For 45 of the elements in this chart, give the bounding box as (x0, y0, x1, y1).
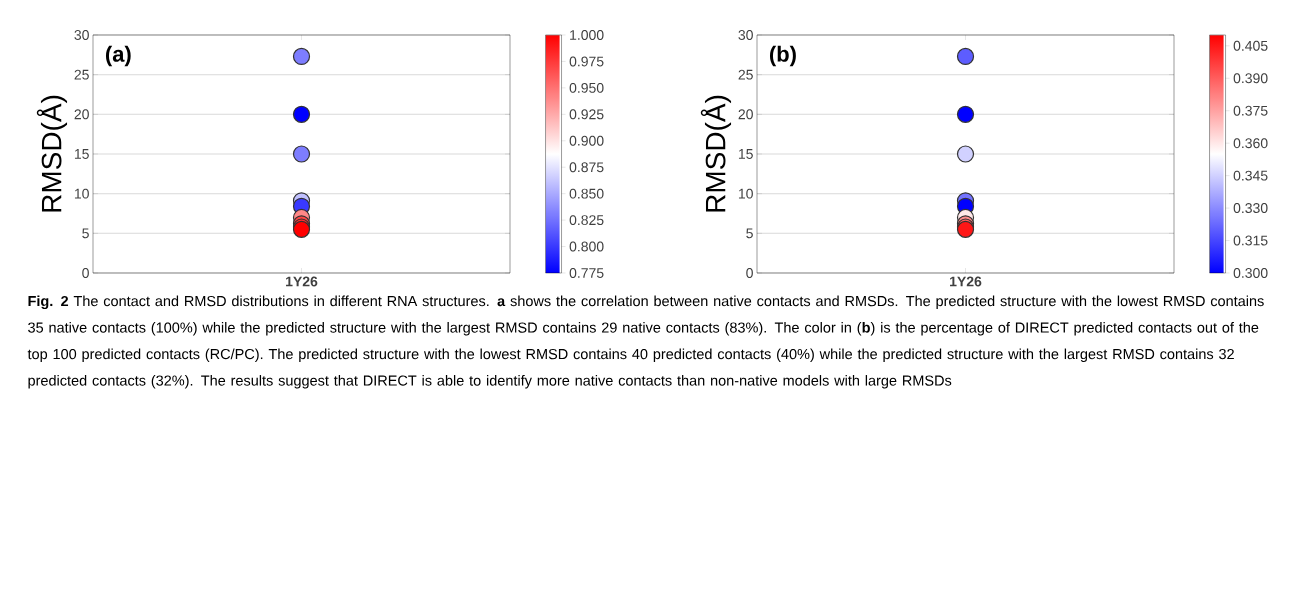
color-bar-label: 0.975 (569, 56, 604, 67)
y-axis-title: RMSD(Å) (36, 95, 68, 212)
annotation: (b) (769, 45, 796, 67)
color-bar-label: 0.875 (569, 162, 604, 173)
y-tick-label: 20 (738, 109, 753, 120)
color-bar-label: 1.000 (570, 30, 604, 40)
color-bar-label: 0.300 (1233, 268, 1268, 278)
text: Fig. 2 The contact and RMSD distributions in different RNA structures. a shows the correlation between native contacts and RMSDs. The predicted structure with the lowest RMSD contains 35 native contacts (100%) while the predicted structure with the largest RMSD contains 29 native contacts (83%). The color in (b) is the percentage of DIRECT predicted contacts out of the top 100 predicted contacts (RC/PC). The predicted structure with the lowest RMSD contains 40 predicted contacts (40%) while the predicted structure with the largest RMSD contains 32 predicted contacts (32%). The results suggest that DIRECT is able to identify more native contacts than non-native models with large RMSDs (27, 295, 1264, 389)
point (292, 47, 311, 66)
color-bar-label: 0.900 (569, 135, 604, 146)
y-tick-label: 15 (738, 149, 753, 159)
color-bar-label: 0.330 (1233, 203, 1268, 214)
annotation: (a) (105, 45, 131, 67)
point (956, 47, 975, 66)
y-axis-title: RMSD(Å) (700, 95, 732, 212)
y-tick-label: 30 (74, 30, 89, 40)
y-tick-label: 0 (746, 268, 753, 278)
color-bar-label: 0.345 (1233, 170, 1268, 181)
y-tick-label: 10 (738, 188, 753, 199)
color-bar-label: 0.775 (569, 268, 604, 278)
point (956, 145, 975, 163)
y-tick-label: 10 (74, 188, 89, 199)
color-bar-label: 0.925 (569, 109, 604, 120)
color-bar-label: 0.390 (1233, 73, 1268, 84)
color-bar-label: 0.405 (1233, 40, 1268, 51)
point (956, 105, 975, 123)
color-bar-label: 0.800 (569, 241, 604, 252)
x-tick-label: 1Y26 (286, 276, 318, 287)
y-tick-label: 0 (82, 268, 89, 278)
color-bar-label: 0.825 (569, 215, 604, 226)
point (292, 145, 311, 163)
y-tick-label: 25 (74, 69, 89, 80)
color-bar-label: 0.360 (1233, 138, 1268, 149)
y-tick-label: 25 (738, 69, 753, 80)
color-bar-label: 0.950 (569, 82, 604, 93)
y-tick-label: 5 (82, 228, 89, 239)
y-tick-label: 15 (74, 149, 89, 159)
y-tick-label: 30 (738, 30, 753, 40)
color-bar-label: 0.850 (569, 188, 604, 199)
y-tick-label: 5 (746, 228, 753, 239)
y-tick-label: 20 (74, 109, 89, 120)
point (292, 105, 311, 123)
x-tick-label: 1Y26 (950, 276, 982, 287)
color-bar-label: 0.375 (1233, 105, 1268, 116)
color-bar-label: 0.315 (1233, 235, 1268, 246)
